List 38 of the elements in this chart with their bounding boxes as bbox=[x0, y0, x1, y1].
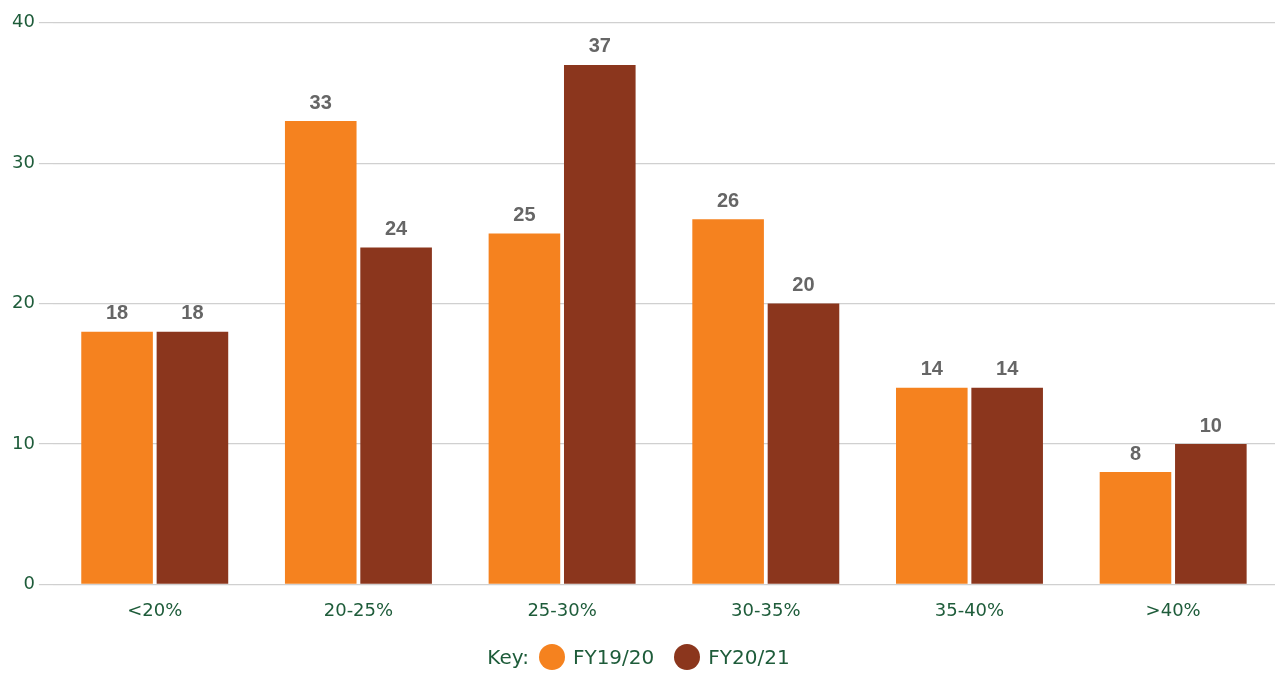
x-tick-label: 35-40% bbox=[934, 598, 1005, 620]
y-tick-label: 20 bbox=[12, 291, 35, 313]
data-label: 8 bbox=[1129, 441, 1142, 464]
data-label: 26 bbox=[716, 188, 740, 211]
y-tick-label: 10 bbox=[12, 431, 35, 453]
x-tick-label: >40% bbox=[1145, 598, 1201, 620]
legend-label: FY20/21 bbox=[708, 645, 790, 669]
data-label: 33 bbox=[309, 90, 332, 113]
legend-title: Key: bbox=[487, 645, 529, 669]
y-tick-label: 30 bbox=[12, 150, 35, 172]
bar bbox=[284, 121, 357, 584]
legend-label: FY19/20 bbox=[572, 645, 655, 669]
bar bbox=[81, 331, 153, 584]
y-tick-label: 0 bbox=[23, 572, 35, 594]
data-label: 24 bbox=[384, 216, 409, 239]
data-label: 14 bbox=[996, 357, 1020, 380]
bar bbox=[1099, 472, 1172, 584]
x-tick-label: 30-35% bbox=[731, 598, 801, 620]
bar bbox=[1175, 444, 1247, 584]
bar bbox=[692, 219, 764, 584]
data-label: 18 bbox=[105, 301, 129, 324]
bar bbox=[767, 303, 840, 584]
data-label: 25 bbox=[513, 202, 536, 225]
data-label: 14 bbox=[920, 357, 944, 380]
x-tick-label: <20% bbox=[127, 598, 183, 620]
bar bbox=[971, 387, 1043, 584]
bar bbox=[564, 64, 636, 584]
x-tick-label: 25-30% bbox=[527, 598, 597, 620]
x-tick-label: 20-25% bbox=[323, 598, 394, 620]
y-tick-label: 40 bbox=[12, 10, 35, 32]
data-label: 37 bbox=[588, 34, 611, 57]
data-label: 18 bbox=[181, 301, 204, 324]
bar bbox=[896, 387, 968, 584]
data-label: 10 bbox=[1199, 413, 1222, 436]
bar bbox=[360, 247, 432, 584]
data-label: 20 bbox=[792, 273, 815, 296]
bar bbox=[156, 331, 229, 584]
bar bbox=[488, 233, 561, 584]
